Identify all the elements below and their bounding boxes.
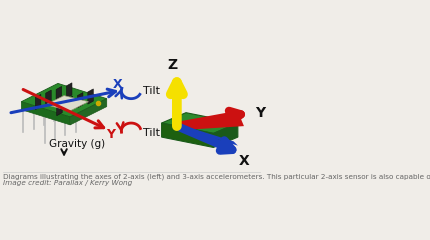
Text: Image credit: Parallax / Kerry Wong: Image credit: Parallax / Kerry Wong	[3, 180, 132, 186]
Polygon shape	[161, 123, 213, 147]
Polygon shape	[22, 84, 107, 117]
Text: Y: Y	[254, 106, 264, 120]
Polygon shape	[67, 96, 72, 111]
Text: X: X	[238, 154, 249, 168]
Polygon shape	[56, 86, 61, 102]
Polygon shape	[175, 123, 237, 146]
Polygon shape	[46, 96, 88, 111]
Polygon shape	[77, 93, 83, 108]
Text: Y: Y	[106, 127, 115, 141]
Polygon shape	[161, 113, 237, 133]
Text: Tilt: Tilt	[142, 86, 160, 96]
Polygon shape	[173, 119, 243, 130]
Polygon shape	[213, 123, 237, 147]
Polygon shape	[70, 99, 107, 125]
Polygon shape	[57, 101, 62, 116]
Text: Tilt: Tilt	[142, 128, 160, 138]
Polygon shape	[46, 90, 51, 105]
Text: Z: Z	[166, 58, 177, 72]
Text: X: X	[112, 78, 122, 91]
Text: Diagrams illustrating the axes of 2-axis (left) and 3-axis accelerometers. This : Diagrams illustrating the axes of 2-axis…	[3, 174, 430, 180]
Polygon shape	[66, 83, 72, 98]
Text: Gravity (g): Gravity (g)	[49, 139, 104, 149]
Polygon shape	[35, 94, 41, 110]
Polygon shape	[88, 89, 93, 104]
Polygon shape	[22, 102, 70, 125]
